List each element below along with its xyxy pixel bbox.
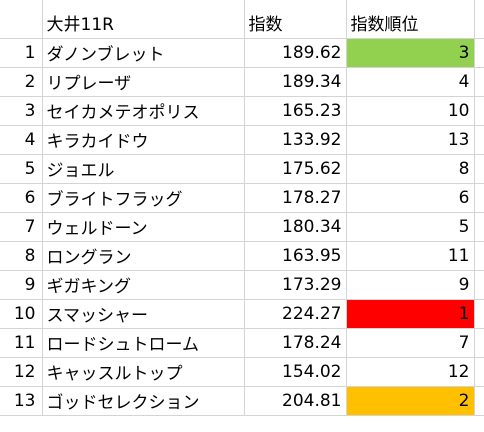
header-race-cell[interactable]: 大井11R: [42, 0, 245, 39]
sheet-grid: 大井11R 指数 指数順位 1 ダノンブレット 189.62 3 2 リプレーザ 189.3…: [0, 0, 484, 416]
index-rank-cell[interactable]: 1: [346, 299, 475, 329]
index-value-cell[interactable]: 180.34: [244, 212, 347, 242]
horse-number-cell[interactable]: 8: [0, 241, 43, 271]
table-row: 3 セイカメテオポリス 165.23 10: [0, 96, 484, 126]
index-value-cell[interactable]: 175.62: [244, 154, 347, 184]
horse-name-cell[interactable]: ギガキング: [42, 270, 245, 300]
horse-number-cell[interactable]: 6: [0, 183, 43, 213]
index-rank-cell[interactable]: 12: [346, 357, 475, 387]
empty-cell[interactable]: [474, 96, 484, 126]
index-value-cell[interactable]: 189.62: [244, 38, 347, 68]
table-row: 13 ゴッドセレクション 204.81 2: [0, 386, 484, 416]
empty-cell[interactable]: [474, 357, 484, 387]
index-rank-cell[interactable]: 7: [346, 328, 475, 358]
header-row: 大井11R 指数 指数順位: [0, 0, 484, 39]
horse-number-cell[interactable]: 7: [0, 212, 43, 242]
empty-cell[interactable]: [474, 154, 484, 184]
table-row: 6 ブライトフラッグ 178.27 6: [0, 183, 484, 213]
header-rank-cell[interactable]: 指数順位: [346, 0, 475, 39]
empty-cell[interactable]: [474, 386, 484, 416]
empty-cell[interactable]: [474, 299, 484, 329]
index-value-cell[interactable]: 189.34: [244, 67, 347, 97]
table-row: 10 スマッシャー 224.27 1: [0, 299, 484, 329]
horse-name-cell[interactable]: キャッスルトップ: [42, 357, 245, 387]
horse-name-cell[interactable]: ロードシュトローム: [42, 328, 245, 358]
index-rank-cell[interactable]: 10: [346, 96, 475, 126]
horse-number-cell[interactable]: 12: [0, 357, 43, 387]
index-rank-cell[interactable]: 4: [346, 67, 475, 97]
horse-name-cell[interactable]: セイカメテオポリス: [42, 96, 245, 126]
index-value-cell[interactable]: 178.27: [244, 183, 347, 213]
empty-cell[interactable]: [474, 212, 484, 242]
index-rank-cell[interactable]: 13: [346, 125, 475, 155]
table-row: 5 ジョエル 175.62 8: [0, 154, 484, 184]
horse-name-cell[interactable]: ジョエル: [42, 154, 245, 184]
empty-cell[interactable]: [474, 38, 484, 68]
horse-number-cell[interactable]: 13: [0, 386, 43, 416]
horse-number-cell[interactable]: 4: [0, 125, 43, 155]
horse-name-cell[interactable]: リプレーザ: [42, 67, 245, 97]
empty-cell[interactable]: [474, 241, 484, 271]
horse-name-cell[interactable]: キラカイドウ: [42, 125, 245, 155]
header-index-cell[interactable]: 指数: [244, 0, 347, 39]
table-row: 4 キラカイドウ 133.92 13: [0, 125, 484, 155]
index-rank-cell[interactable]: 11: [346, 241, 475, 271]
horse-name-cell[interactable]: ウェルドーン: [42, 212, 245, 242]
horse-number-cell[interactable]: 10: [0, 299, 43, 329]
table-row: 2 リプレーザ 189.34 4: [0, 67, 484, 97]
table-row: 12 キャッスルトップ 154.02 12: [0, 357, 484, 387]
table-row: 11 ロードシュトローム 178.24 7: [0, 328, 484, 358]
horse-number-cell[interactable]: 11: [0, 328, 43, 358]
index-value-cell[interactable]: 173.29: [244, 270, 347, 300]
table-row: 7 ウェルドーン 180.34 5: [0, 212, 484, 242]
index-rank-cell[interactable]: 9: [346, 270, 475, 300]
horse-number-cell[interactable]: 5: [0, 154, 43, 184]
index-value-cell[interactable]: 165.23: [244, 96, 347, 126]
horse-name-cell[interactable]: ゴッドセレクション: [42, 386, 245, 416]
index-rank-cell[interactable]: 5: [346, 212, 475, 242]
empty-cell[interactable]: [474, 183, 484, 213]
horse-number-cell[interactable]: 3: [0, 96, 43, 126]
header-corner-cell[interactable]: [0, 0, 43, 39]
index-value-cell[interactable]: 178.24: [244, 328, 347, 358]
index-value-cell[interactable]: 224.27: [244, 299, 347, 329]
index-rank-cell[interactable]: 2: [346, 386, 475, 416]
horse-number-cell[interactable]: 2: [0, 67, 43, 97]
empty-cell[interactable]: [474, 67, 484, 97]
index-rank-cell[interactable]: 3: [346, 38, 475, 68]
horse-name-cell[interactable]: ブライトフラッグ: [42, 183, 245, 213]
horse-name-cell[interactable]: ダノンブレット: [42, 38, 245, 68]
index-value-cell[interactable]: 204.81: [244, 386, 347, 416]
empty-cell[interactable]: [474, 270, 484, 300]
index-rank-cell[interactable]: 6: [346, 183, 475, 213]
index-rank-cell[interactable]: 8: [346, 154, 475, 184]
index-value-cell[interactable]: 163.95: [244, 241, 347, 271]
horse-name-cell[interactable]: スマッシャー: [42, 299, 245, 329]
table-row: 9 ギガキング 173.29 9: [0, 270, 484, 300]
index-value-cell[interactable]: 154.02: [244, 357, 347, 387]
empty-cell[interactable]: [474, 125, 484, 155]
index-value-cell[interactable]: 133.92: [244, 125, 347, 155]
horse-name-cell[interactable]: ロングラン: [42, 241, 245, 271]
empty-cell[interactable]: [474, 0, 484, 39]
table-row: 1 ダノンブレット 189.62 3: [0, 38, 484, 68]
horse-number-cell[interactable]: 9: [0, 270, 43, 300]
empty-cell[interactable]: [474, 328, 484, 358]
horse-number-cell[interactable]: 1: [0, 38, 43, 68]
table-row: 8 ロングラン 163.95 11: [0, 241, 484, 271]
